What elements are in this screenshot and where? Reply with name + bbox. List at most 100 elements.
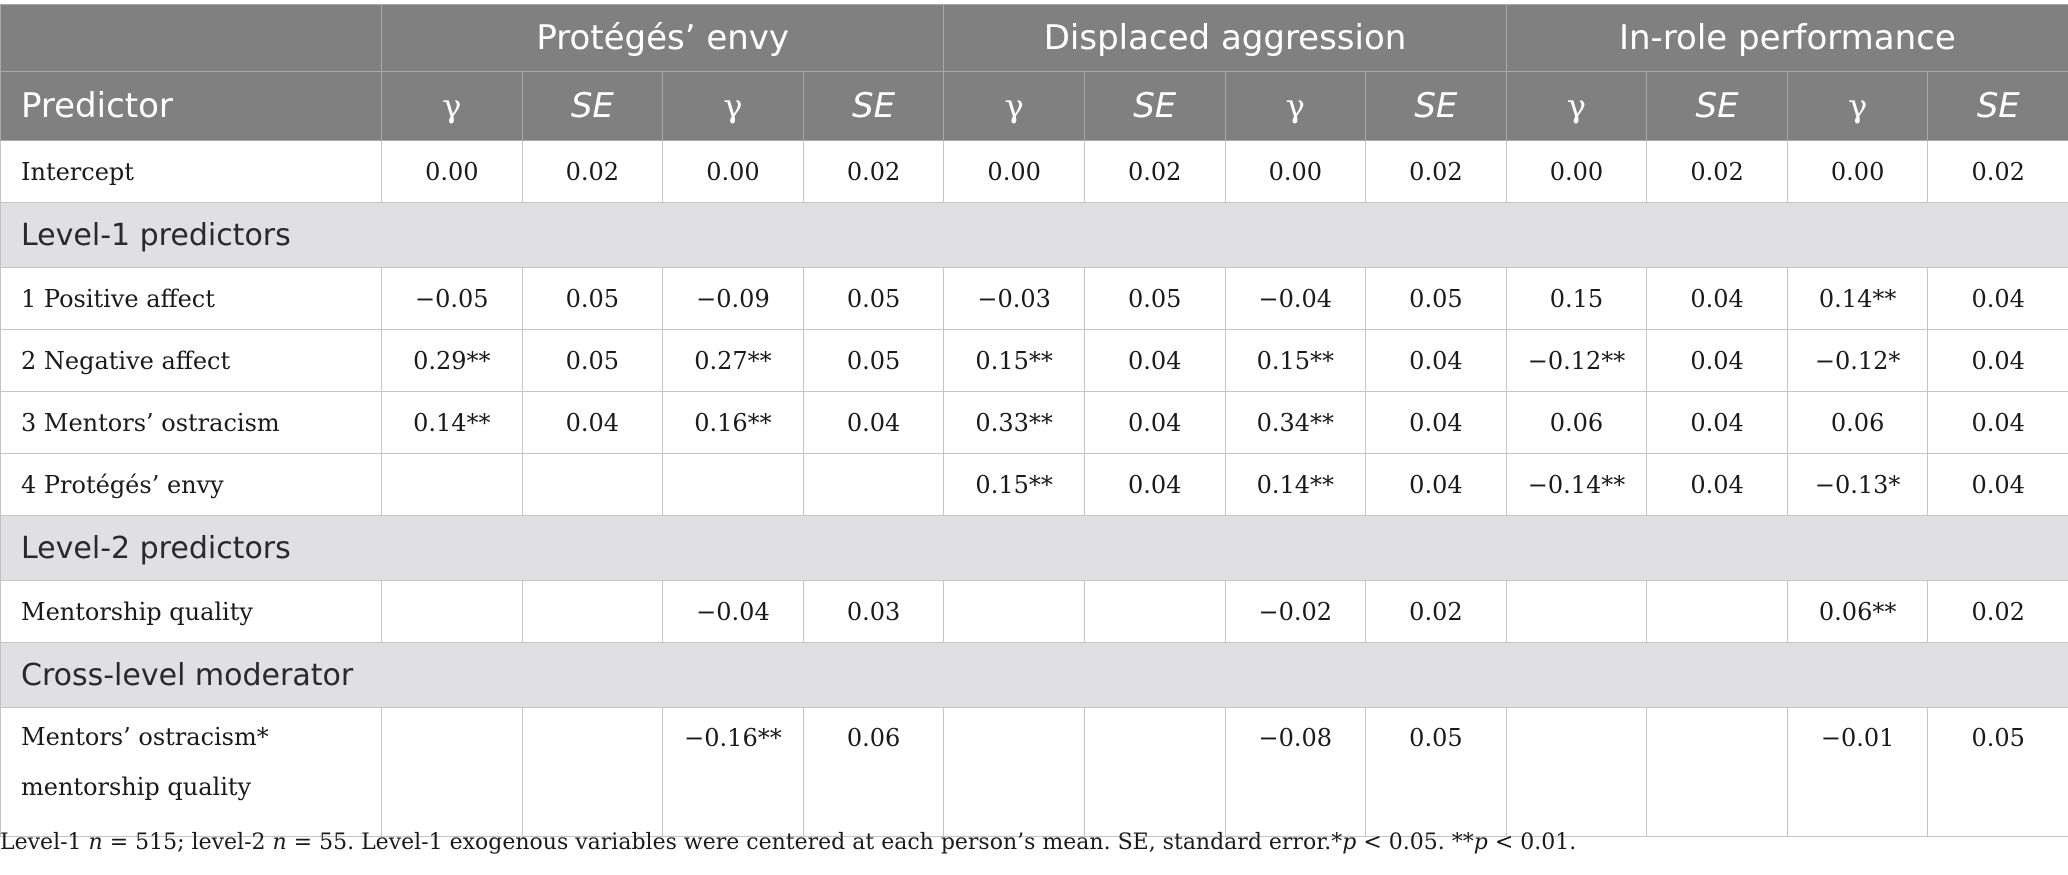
section-label: Cross-level moderator (0, 642, 2068, 708)
section-row: Level-2 predictors (0, 515, 2068, 581)
footnote-text: = 515; level-2 (102, 830, 273, 855)
gamma-cell: 0.29** (381, 329, 523, 392)
se-symbol: SE (1695, 86, 1739, 126)
se-cell: 0.06 (802, 707, 945, 837)
gamma-symbol: γ (1004, 87, 1024, 125)
se-cell: 0.02 (1927, 580, 2068, 643)
se-cell: 0.02 (1927, 140, 2068, 203)
se-cell: 0.04 (1646, 453, 1788, 516)
gamma-cell: 0.00 (381, 140, 523, 203)
gamma-symbol: γ (723, 87, 743, 125)
gamma-cell (381, 580, 523, 643)
gamma-cell: 0.15** (943, 329, 1085, 392)
sub-header-row: Predictor γ SE γ SE γ SE γ SE γ SE γ SE (0, 71, 2068, 141)
group-header-in-role-performance: In-role performance (1505, 4, 2068, 72)
predictor-label-line: 1 Positive affect (21, 284, 215, 313)
gamma-cell: −0.04 (662, 580, 804, 643)
se-header: SE (521, 71, 664, 141)
table-row: Mentorship quality −0.04 0.03 −0.02 0.02 0.06… (0, 580, 2068, 643)
gamma-cell: 0.16** (662, 391, 804, 454)
se-cell: 0.05 (1365, 707, 1507, 837)
section-label: Level-2 predictors (0, 515, 2068, 581)
se-cell: 0.04 (1365, 329, 1507, 392)
predictor-label-line: mentorship quality (21, 773, 252, 801)
table-row: 4 Protégés’ envy 0.15** 0.04 0.14** 0.04 −0.1… (0, 453, 2068, 516)
predictor-label: 1 Positive affect (0, 267, 382, 330)
gamma-cell: 0.00 (1505, 140, 1648, 203)
group-header-blank (0, 4, 382, 72)
se-cell: 0.04 (802, 391, 945, 454)
predictor-label: 3 Mentors’ ostracism (0, 391, 382, 454)
section-row: Level-1 predictors (0, 202, 2068, 268)
se-cell: 0.04 (1927, 453, 2068, 516)
gamma-cell: −0.09 (662, 267, 804, 330)
predictor-label-line: Intercept (21, 157, 134, 186)
gamma-cell (943, 707, 1085, 837)
se-cell: 0.03 (802, 580, 945, 643)
gamma-cell: −0.03 (943, 267, 1085, 330)
se-cell: 0.04 (1083, 391, 1226, 454)
table-row: 1 Positive affect −0.05 0.05 −0.09 0.05 −0.03… (0, 267, 2068, 330)
se-symbol: SE (570, 86, 614, 126)
gamma-cell: 0.00 (1224, 140, 1367, 203)
se-cell: 0.05 (1365, 267, 1507, 330)
se-cell: 0.05 (521, 267, 664, 330)
gamma-cell: −0.14** (1505, 453, 1648, 516)
se-header: SE (1927, 71, 2068, 141)
gamma-cell: 0.00 (1786, 140, 1929, 203)
gamma-cell (1505, 707, 1648, 837)
footnote-text: p (1473, 830, 1488, 855)
se-symbol: SE (1414, 86, 1458, 126)
gamma-cell: −0.13* (1786, 453, 1929, 516)
gamma-cell: −0.12* (1786, 329, 1929, 392)
predictor-label: Mentorship quality (0, 580, 382, 643)
se-symbol: SE (1976, 86, 2020, 126)
group-header-row: Protégés’ envy Displaced aggression In-r… (0, 4, 2068, 72)
gamma-symbol: γ (442, 87, 462, 125)
predictor-label-line: 2 Negative affect (21, 346, 231, 375)
group-header-proteges-envy: Protégés’ envy (380, 4, 945, 72)
se-header: SE (1083, 71, 1226, 141)
se-cell: 0.05 (802, 329, 945, 392)
section-row: Cross-level moderator (0, 642, 2068, 708)
predictor-label: Intercept (0, 140, 382, 203)
se-cell (521, 707, 664, 837)
se-symbol: SE (852, 86, 896, 126)
se-cell: 0.04 (1365, 453, 1507, 516)
se-cell: 0.02 (1083, 140, 1226, 203)
gamma-header: γ (1224, 71, 1367, 141)
gamma-cell: 0.34** (1224, 391, 1367, 454)
se-header: SE (1646, 71, 1788, 141)
se-cell (1083, 707, 1226, 837)
gamma-cell: 0.06** (1786, 580, 1929, 643)
table-row: Mentors’ ostracism* mentorship quality −0.… (0, 707, 2068, 837)
footnote-text: = 55. Level-1 exogenous variables were c… (286, 830, 1343, 855)
se-cell: 0.02 (521, 140, 664, 203)
gamma-header: γ (1505, 71, 1648, 141)
se-header: SE (1365, 71, 1507, 141)
se-cell (521, 580, 664, 643)
gamma-cell: −0.01 (1786, 707, 1929, 837)
footnote-text: < 0.01. (1487, 830, 1577, 855)
se-cell: 0.02 (1365, 580, 1507, 643)
se-cell: 0.04 (1083, 453, 1226, 516)
gamma-cell: −0.04 (1224, 267, 1367, 330)
gamma-cell (943, 580, 1085, 643)
table-footnote: Level-1 n = 515; level-2 n = 55. Level-1… (0, 830, 1576, 855)
predictor-label-line: 3 Mentors’ ostracism (21, 408, 280, 437)
section-label: Level-1 predictors (0, 202, 2068, 268)
footnote-text: Level-1 (0, 830, 89, 855)
se-cell: 0.02 (1365, 140, 1507, 203)
gamma-cell: 0.14** (1224, 453, 1367, 516)
gamma-cell: 0.06 (1786, 391, 1929, 454)
predictor-label-line: Mentorship quality (21, 597, 253, 626)
gamma-symbol: γ (1285, 87, 1305, 125)
se-cell (1646, 707, 1788, 837)
gamma-cell: −0.12** (1505, 329, 1648, 392)
footnote-text: n (272, 830, 287, 855)
footnote-text: p (1342, 830, 1357, 855)
gamma-cell: 0.15 (1505, 267, 1648, 330)
gamma-cell: 0.27** (662, 329, 804, 392)
se-cell (802, 453, 945, 516)
predictor-label: Mentors’ ostracism* mentorship quality (0, 707, 382, 837)
